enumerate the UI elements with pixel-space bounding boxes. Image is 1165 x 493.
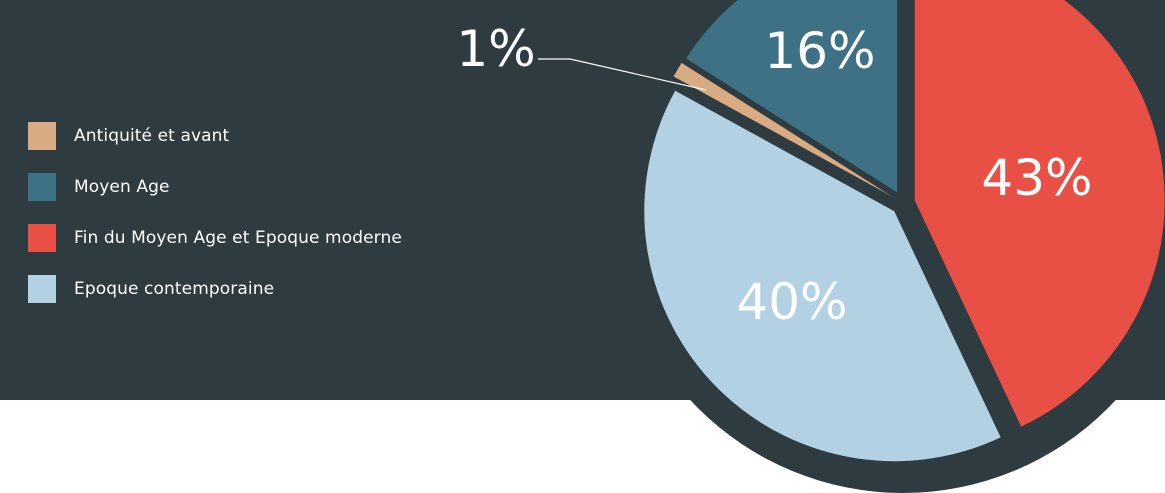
slice-label-moyen-age: 16%	[764, 22, 875, 80]
slice-label-fin-moyen-age: 43%	[981, 149, 1092, 207]
slice-label-antiquite: 1%	[456, 20, 535, 78]
slice-label-contemporaine: 40%	[736, 273, 847, 331]
